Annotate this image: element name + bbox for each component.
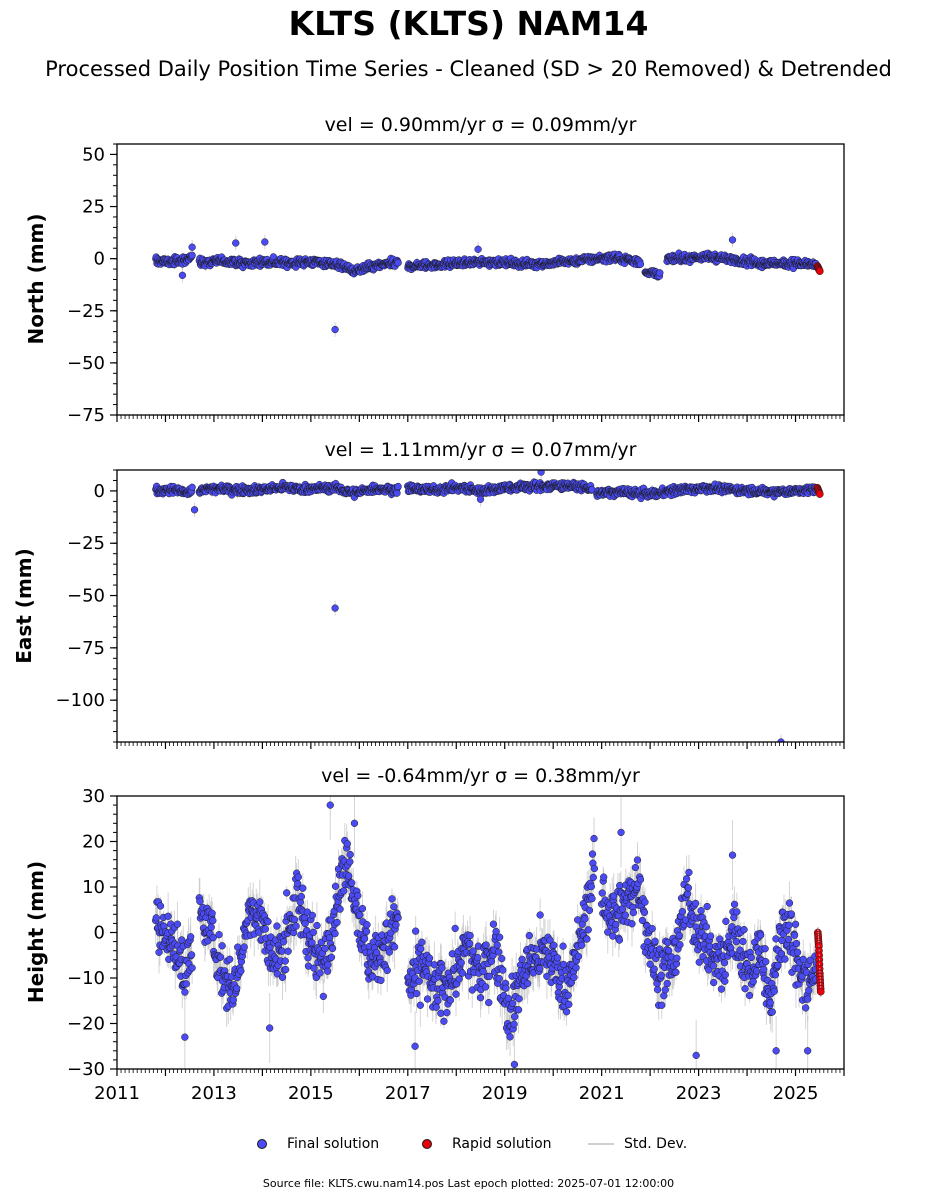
east-final-solution-point (188, 483, 196, 491)
north-panel-title: vel = 0.90mm/yr σ = 0.09mm/yr (324, 114, 637, 136)
north-final-solution-point (636, 260, 645, 268)
north-final-solution-point (331, 325, 339, 334)
page-title: KLTS (KLTS) NAM14 (288, 4, 649, 43)
north-y-tick-label: 25 (82, 197, 105, 218)
height-panel-title: vel = -0.64mm/yr σ = 0.38mm/yr (321, 765, 640, 787)
north-y-tick-label: −75 (67, 405, 105, 426)
north-final-solution-point (232, 239, 240, 247)
north-final-solution-point (394, 259, 402, 267)
north-y-tick-label: −50 (67, 353, 105, 374)
north-final-solution-point (474, 245, 482, 253)
north-data-layer (152, 232, 824, 337)
north-y-tick-label: −25 (67, 301, 105, 322)
east-panel-title: vel = 1.11mm/yr σ = 0.07mm/yr (324, 439, 637, 461)
north-y-tick-label: 50 (82, 144, 105, 165)
north-final-solution-point (728, 236, 737, 244)
north-rapid-solution-point (815, 267, 824, 276)
east-data-layer (152, 470, 824, 742)
north-final-solution-point (188, 243, 196, 251)
north-final-solution-point (178, 271, 187, 279)
north-final-solution-point (188, 251, 196, 259)
page-subtitle: Processed Daily Position Time Series - C… (45, 57, 892, 81)
north-final-solution-point (261, 238, 269, 246)
north-final-solution-point (656, 269, 664, 277)
north-axes-frame (116, 143, 845, 416)
north-y-tick-label: 0 (94, 249, 105, 270)
east-final-solution-point (394, 482, 402, 491)
